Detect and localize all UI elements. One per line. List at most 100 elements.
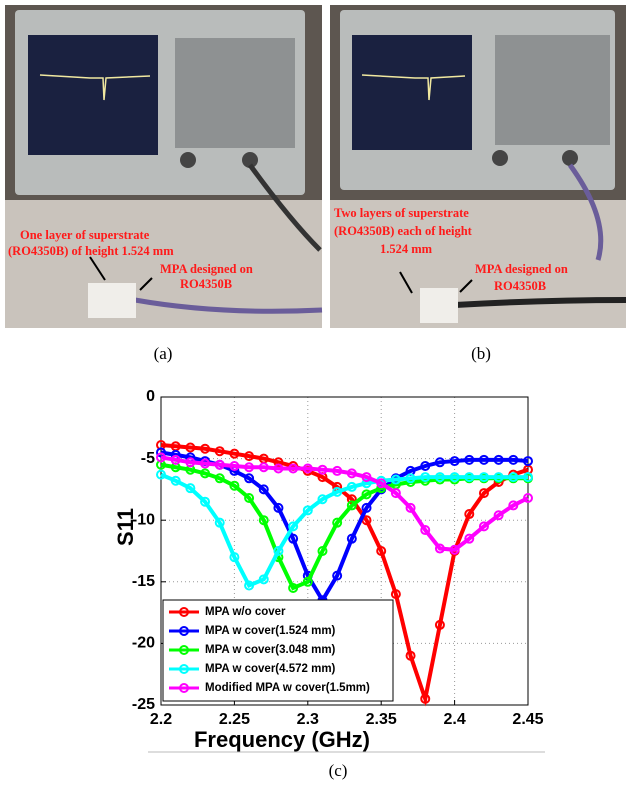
marker xyxy=(449,544,460,555)
legend-label: Modified MPA w cover(1.5mm) xyxy=(205,682,370,694)
port xyxy=(180,152,196,168)
plot-frame xyxy=(160,396,529,706)
cable xyxy=(134,297,323,314)
port xyxy=(492,150,508,166)
marker xyxy=(420,693,431,704)
marker xyxy=(170,454,181,465)
marker xyxy=(273,457,284,468)
marker xyxy=(258,574,269,585)
marker xyxy=(170,475,181,486)
series-line xyxy=(160,443,529,707)
annotation: One layer of superstrate xyxy=(20,228,150,242)
marker xyxy=(508,472,519,483)
marker xyxy=(288,463,299,474)
keypad xyxy=(175,38,295,148)
legend-label: MPA w cover(1.524 mm) xyxy=(205,625,336,637)
marker xyxy=(346,533,357,544)
marker xyxy=(244,473,255,484)
antenna xyxy=(88,283,136,318)
x-tick-label: 2.3 xyxy=(297,711,319,728)
legend-marker xyxy=(179,626,189,636)
annotation: Two layers of superstrate xyxy=(334,206,469,220)
legend-marker xyxy=(179,683,189,693)
marker xyxy=(420,525,431,536)
arrow xyxy=(459,279,473,293)
y-tick-label: -20 xyxy=(132,635,155,652)
marker xyxy=(523,493,533,504)
marker xyxy=(390,488,401,499)
marker xyxy=(244,451,255,462)
marker xyxy=(214,446,225,457)
marker xyxy=(464,454,475,465)
y-tick-label: 0 xyxy=(146,388,155,405)
marker xyxy=(434,619,445,630)
marker xyxy=(185,483,196,494)
marker xyxy=(200,468,211,479)
marker xyxy=(405,473,416,484)
port xyxy=(562,150,578,166)
marker xyxy=(449,472,460,483)
cable xyxy=(567,163,604,261)
marker xyxy=(288,533,299,544)
marker xyxy=(317,546,328,556)
legend-label: MPA w cover(4.572 mm) xyxy=(205,663,336,675)
y-tick-label: -25 xyxy=(132,696,155,713)
marker xyxy=(434,472,445,483)
arrow xyxy=(399,271,413,294)
marker xyxy=(273,546,284,556)
x-axis-label: Frequency (GHz) xyxy=(194,727,370,752)
marker xyxy=(493,454,504,465)
marker xyxy=(229,460,240,471)
antenna xyxy=(420,288,458,323)
annotation: RO4350B xyxy=(180,277,232,291)
series-line xyxy=(160,455,529,552)
marker xyxy=(332,465,343,476)
screen xyxy=(352,35,472,150)
marker xyxy=(420,460,431,471)
marker xyxy=(185,442,196,453)
marker xyxy=(185,457,196,468)
marker xyxy=(478,521,489,532)
marker xyxy=(464,533,475,544)
photo-b: Two layers of superstrate (RO4350B) each… xyxy=(330,5,627,328)
x-tick-label: 2.25 xyxy=(219,711,250,728)
marker xyxy=(346,481,357,492)
legend-label: MPA w/o cover xyxy=(205,606,286,618)
marker xyxy=(332,570,343,581)
trace xyxy=(39,74,151,101)
marker xyxy=(376,546,387,556)
marker xyxy=(346,468,357,479)
marker xyxy=(523,472,533,483)
marker xyxy=(434,457,445,468)
cable xyxy=(454,297,627,308)
marker xyxy=(390,589,401,600)
marker xyxy=(258,462,269,473)
cable xyxy=(247,163,322,252)
marker xyxy=(302,576,313,587)
legend-label: MPA w cover(3.048 mm) xyxy=(205,644,336,656)
y-tick-label: -10 xyxy=(132,511,155,528)
arrow xyxy=(89,256,106,281)
marker xyxy=(361,489,372,500)
marker xyxy=(244,580,255,591)
screen xyxy=(28,35,158,155)
legend-box xyxy=(162,599,394,702)
marker xyxy=(361,502,372,513)
marker xyxy=(288,521,299,532)
marker xyxy=(156,447,166,458)
marker xyxy=(244,493,255,504)
marker xyxy=(478,454,489,465)
marker xyxy=(478,488,489,499)
marker xyxy=(332,517,343,528)
x-tick-label: 2.2 xyxy=(150,711,172,728)
arrow xyxy=(139,277,153,291)
marker xyxy=(317,494,328,505)
marker xyxy=(464,472,475,483)
marker xyxy=(449,456,460,467)
marker xyxy=(493,510,504,521)
marker xyxy=(156,452,166,463)
marker xyxy=(273,502,284,513)
annotation: 1.524 mm xyxy=(380,242,433,256)
marker xyxy=(229,480,240,491)
keypad xyxy=(495,35,610,145)
